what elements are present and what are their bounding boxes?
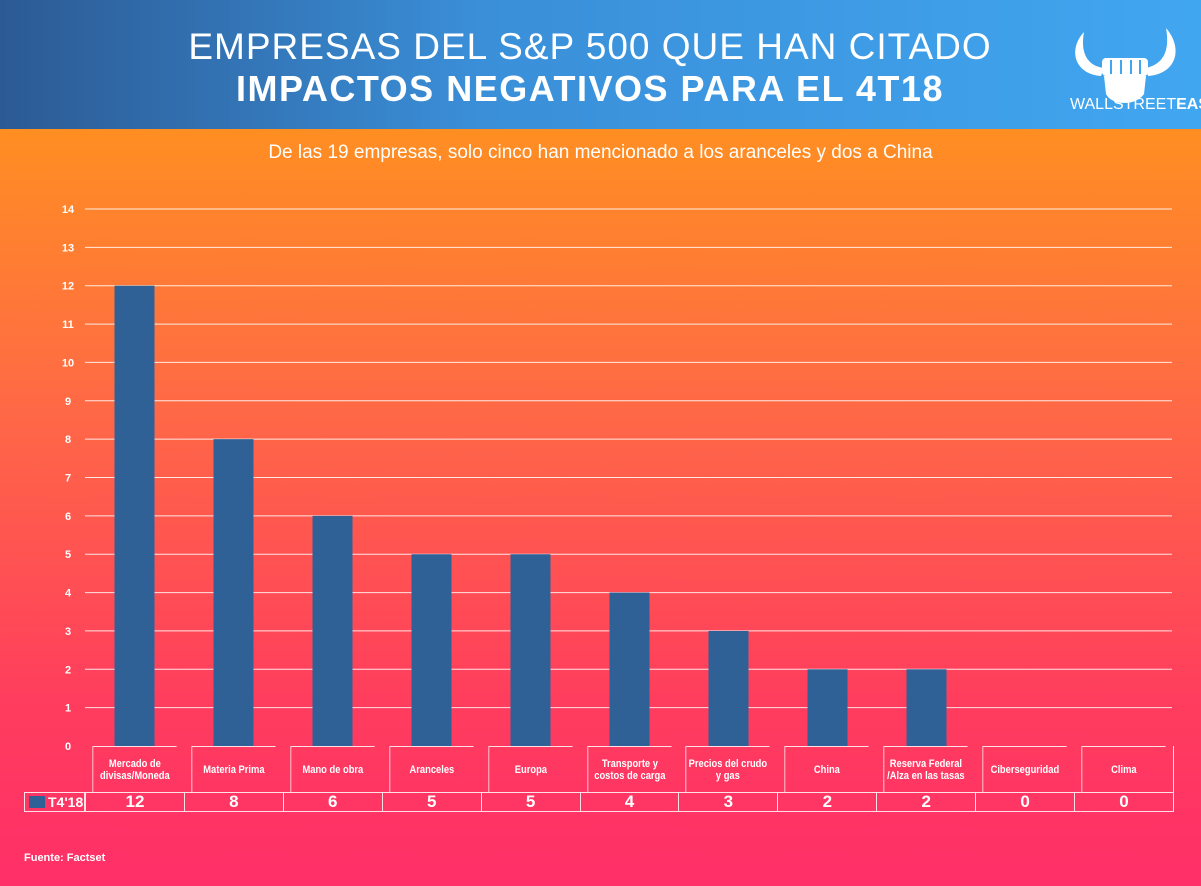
category-label: Mercado de divisas/Moneda xyxy=(92,746,177,792)
value-label: 2 xyxy=(876,792,976,812)
bar xyxy=(114,285,155,746)
legend-swatch xyxy=(29,796,45,808)
category-label: Materia Prima xyxy=(191,746,276,792)
category-label: Precios del crudo y gas xyxy=(685,746,770,792)
value-label: 5 xyxy=(480,792,580,812)
value-label: 8 xyxy=(183,792,283,812)
value-label: 0 xyxy=(975,792,1075,812)
category-label: Mano de obra xyxy=(290,746,375,792)
header-banner: EMPRESAS DEL S&P 500 QUE HAN CITADO IMPA… xyxy=(0,0,1201,129)
bar xyxy=(411,554,452,746)
data-table: Mercado de divisas/Moneda Materia Prima Ma… xyxy=(85,746,1174,812)
bar xyxy=(906,669,947,746)
bull-fist-logo-icon xyxy=(1075,28,1176,103)
value-label: 0 xyxy=(1074,792,1173,812)
y-tick-label: 4 xyxy=(65,588,72,600)
category-label: China xyxy=(784,746,869,792)
category-label: Aranceles xyxy=(389,746,474,792)
source-note: Fuente: Factset xyxy=(24,852,106,864)
category-label: Clima xyxy=(1081,746,1166,792)
bar xyxy=(312,515,353,746)
y-tick-label: 2 xyxy=(65,664,71,676)
y-tick-label: 3 xyxy=(65,626,71,638)
legend-item: T4'18 xyxy=(24,792,85,812)
chart-subtitle: De las 19 empresas, solo cinco han menci… xyxy=(268,142,933,163)
bar xyxy=(213,439,254,746)
value-label: 2 xyxy=(777,792,877,812)
y-tick-label: 8 xyxy=(65,434,71,446)
value-label: 4 xyxy=(579,792,679,812)
value-label: 6 xyxy=(282,792,382,812)
y-tick-label: 14 xyxy=(62,204,75,216)
logo-wordmark: WALLSTREETEASY xyxy=(1070,96,1201,113)
y-tick-label: 1 xyxy=(65,703,71,715)
y-tick-label: 9 xyxy=(65,396,71,408)
bar xyxy=(807,669,848,746)
bar xyxy=(609,592,650,746)
y-tick-label: 0 xyxy=(65,741,71,753)
y-tick-label: 11 xyxy=(62,319,74,331)
category-label: Reserva Federal /Alza en las tasas xyxy=(883,746,968,792)
bar xyxy=(510,554,551,746)
category-label: Europa xyxy=(488,746,573,792)
value-label: 12 xyxy=(85,792,184,812)
y-tick-label: 7 xyxy=(65,473,71,485)
y-tick-label: 13 xyxy=(62,242,74,254)
y-tick-label: 6 xyxy=(65,511,71,523)
y-tick-label: 12 xyxy=(62,281,74,293)
value-label: 5 xyxy=(381,792,481,812)
legend-label: T4'18 xyxy=(48,794,84,810)
title-line-1: EMPRESAS DEL S&P 500 QUE HAN CITADO xyxy=(188,26,992,67)
y-tick-label: 5 xyxy=(65,549,71,561)
value-label: 3 xyxy=(678,792,778,812)
category-label: Transporte y costos de carga xyxy=(586,746,672,792)
bar xyxy=(708,630,749,746)
title-line-2: IMPACTOS NEGATIVOS PARA EL 4T18 xyxy=(236,68,944,109)
y-tick-label: 10 xyxy=(62,357,74,369)
category-label: Ciberseguridad xyxy=(982,746,1067,792)
